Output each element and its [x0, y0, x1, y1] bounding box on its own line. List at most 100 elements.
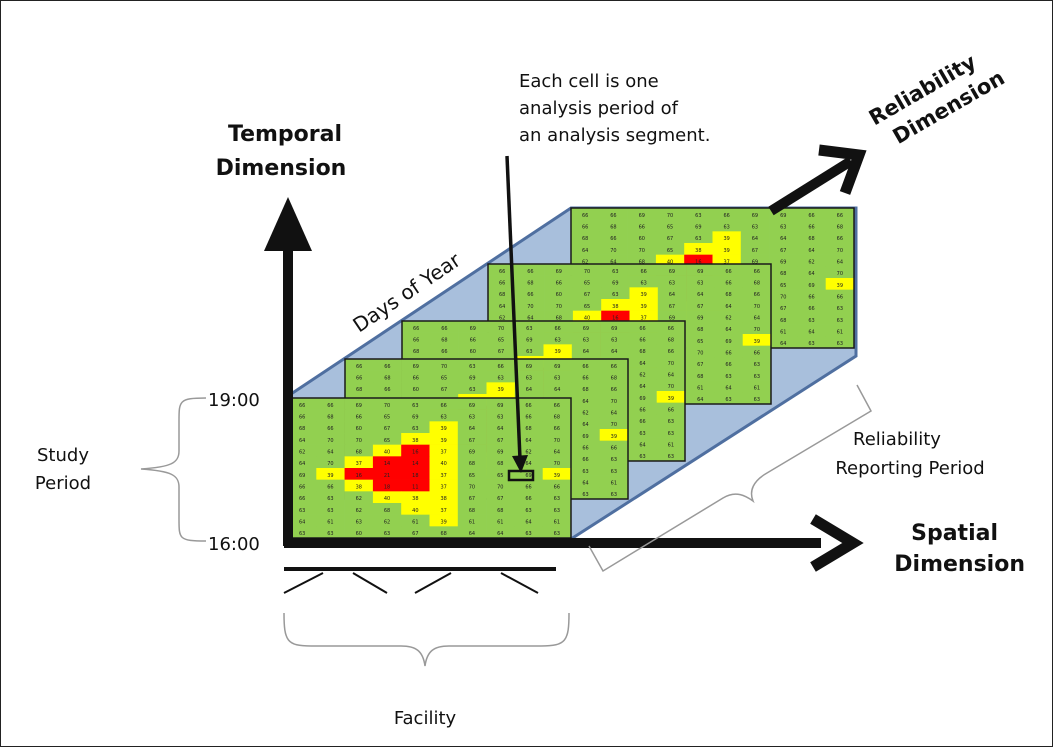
grid-cell-value: 68 — [668, 337, 674, 343]
grid-cell — [769, 336, 798, 349]
grid-cell-value: 65 — [584, 280, 590, 286]
grid-cell — [769, 289, 798, 302]
grid-cell — [797, 254, 826, 267]
grid-cell-value: 64 — [525, 519, 531, 525]
grid-cell-value: 61 — [668, 442, 674, 448]
grid-cell — [742, 369, 772, 381]
grid-cell — [712, 243, 742, 255]
grid-cell-value: 64 — [837, 259, 843, 265]
grid-cell-value: 66 — [837, 213, 843, 219]
grid-cell-value: 70 — [356, 438, 362, 444]
grid-cell-value: 66 — [639, 224, 645, 230]
grid-cell-value: 67 — [697, 304, 703, 310]
grid-cell — [684, 231, 713, 244]
grid-cell-value: 67 — [469, 496, 475, 502]
grid-cell-value: 70 — [441, 364, 447, 370]
grid-cell-value: 37 — [440, 473, 446, 479]
grid-cell — [600, 321, 629, 333]
grid-cell-value: 66 — [725, 362, 731, 368]
grid-cell — [628, 402, 657, 415]
grid-cell — [401, 409, 430, 422]
grid-cell-value: 65 — [667, 224, 673, 230]
grid-cell-value: 62 — [808, 259, 814, 265]
grid-cell — [686, 322, 715, 335]
grid-cell — [429, 514, 459, 527]
grid-cell-value: 66 — [639, 407, 645, 413]
grid-cell — [825, 301, 855, 314]
grid-cell — [401, 468, 430, 480]
grid-cell — [571, 440, 600, 453]
grid-cell — [542, 444, 572, 457]
grid-cell — [825, 336, 855, 349]
grid-cell-value: 63 — [754, 374, 760, 380]
grid-cell — [740, 243, 770, 255]
grid-cell — [599, 254, 628, 267]
grid-cell-value: 63 — [525, 508, 531, 514]
grid-cell — [686, 392, 715, 405]
grid-cell — [742, 334, 772, 346]
grid-cell — [401, 370, 431, 383]
grid-cell — [655, 254, 685, 267]
grid-cell-value: 64 — [299, 438, 305, 444]
grid-cell — [571, 487, 600, 500]
grid-cell-value: 64 — [583, 349, 589, 355]
grid-cell-value: 66 — [356, 375, 362, 381]
grid-cell-value: 68 — [725, 292, 731, 298]
grid-cell — [288, 503, 317, 515]
grid-cell-value: 66 — [470, 337, 476, 343]
grid-cell — [344, 468, 374, 480]
grid-cell-value: 61 — [780, 329, 786, 335]
grid-cell — [514, 479, 543, 492]
grid-cell-value: 63 — [611, 337, 617, 343]
grid-cell — [599, 394, 629, 406]
grid-cell — [457, 468, 487, 480]
grid-cell-value: 66 — [356, 414, 362, 420]
grid-cell — [599, 452, 629, 465]
grid-cell-value: 63 — [356, 519, 362, 525]
grid-cell — [486, 491, 515, 504]
grid-cell — [515, 332, 544, 345]
grid-cell-value: 70 — [780, 294, 786, 300]
grid-cell — [543, 332, 573, 345]
grid-cell-value: 67 — [667, 236, 673, 242]
time-top-label: 19:00 — [208, 390, 260, 411]
grid-cell-value: 66 — [440, 403, 446, 409]
grid-cell — [544, 299, 574, 311]
grid-cell-value: 69 — [639, 396, 645, 402]
grid-cell — [344, 444, 374, 457]
grid-cell-value: 38 — [356, 484, 362, 490]
facility-ramps — [283, 572, 539, 594]
grid-cell — [401, 382, 431, 395]
grid-cell-value: 70 — [837, 271, 843, 277]
grid-cell — [514, 433, 543, 445]
grid-cell — [344, 479, 374, 492]
grid-cell — [628, 344, 657, 357]
grid-cell — [797, 231, 826, 244]
grid-cell — [742, 299, 772, 311]
grid-cell-value: 38 — [695, 248, 701, 254]
grid-cell-value: 63 — [611, 457, 617, 463]
grid-cell — [429, 456, 459, 469]
temporal-axis-arrowhead — [264, 197, 312, 251]
grid-cell — [571, 344, 601, 357]
grid-cell-value: 39 — [554, 349, 560, 355]
grid-cell-value: 66 — [639, 419, 645, 425]
grid-cell-value: 66 — [582, 224, 588, 230]
grid-cell — [402, 344, 431, 357]
grid-cell — [515, 321, 544, 333]
grid-cell — [458, 382, 487, 395]
grid-cell — [430, 332, 459, 345]
grid-cell — [599, 382, 629, 395]
grid-cell — [316, 479, 345, 492]
note-line3: an analysis segment. — [519, 125, 710, 146]
grid-cell-value: 63 — [299, 531, 305, 537]
grid-cell-value: 66 — [582, 364, 588, 370]
grid-cell — [488, 264, 517, 276]
grid-cell — [628, 379, 657, 392]
grid-cell — [542, 398, 572, 410]
grid-cell — [344, 456, 374, 469]
grid-cell-value: 66 — [413, 326, 419, 332]
grid-cell-value: 67 — [497, 438, 503, 444]
grid-cell — [401, 491, 430, 504]
